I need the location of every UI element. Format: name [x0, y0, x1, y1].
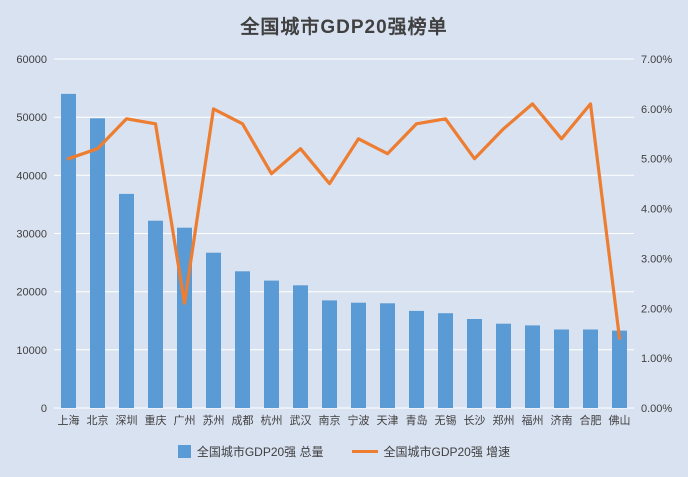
svg-text:福州: 福州 [522, 413, 544, 427]
chart-legend: 全国城市GDP20强 总量 全国城市GDP20强 增速 [0, 443, 688, 460]
gridlines [54, 58, 634, 409]
svg-text:长沙: 长沙 [464, 414, 486, 427]
legend-label-total: 全国城市GDP20强 总量 [196, 445, 324, 459]
category-axis-labels: 上海 北京 深圳 重庆 广州 苏州 成都 杭州 武汉 南京 宁波 天津 青岛 无锡 长沙 郑州 福州 济南 合肥 佛山 [58, 413, 631, 427]
line-series-swatch-icon [351, 450, 378, 453]
svg-text:7.00%: 7.00% [641, 54, 672, 66]
svg-text:1.00%: 1.00% [641, 353, 672, 365]
legend-item-total: 全国城市GDP20强 总量 [177, 443, 324, 460]
svg-text:天津: 天津 [377, 414, 399, 427]
svg-text:20000: 20000 [16, 287, 47, 299]
svg-text:济南: 济南 [551, 413, 573, 427]
svg-text:苏州: 苏州 [203, 414, 225, 427]
svg-text:2.00%: 2.00% [641, 303, 672, 315]
svg-text:成都: 成都 [232, 414, 254, 427]
legend-label-growth: 全国城市GDP20强 增速 [383, 445, 511, 459]
svg-text:无锡: 无锡 [435, 413, 457, 427]
svg-text:5.00%: 5.00% [641, 154, 672, 166]
left-axis-labels: 0 10000 20000 30000 40000 50000 60000 [16, 54, 47, 415]
svg-text:30000: 30000 [16, 229, 47, 241]
svg-text:60000: 60000 [16, 54, 47, 66]
svg-text:40000: 40000 [16, 170, 47, 182]
svg-text:4.00%: 4.00% [641, 204, 672, 216]
bar-series-swatch-icon [177, 445, 191, 458]
svg-text:南京: 南京 [319, 413, 341, 427]
svg-text:杭州: 杭州 [261, 413, 283, 427]
svg-text:郑州: 郑州 [493, 413, 515, 427]
right-axis-labels: 0.00% 1.00% 2.00% 3.00% 4.00% 5.00% 6.00% 7.00% [641, 54, 672, 415]
svg-text:上海: 上海 [58, 413, 80, 427]
svg-text:广州: 广州 [174, 414, 196, 427]
svg-text:6.00%: 6.00% [641, 104, 672, 116]
svg-text:0.00%: 0.00% [641, 403, 672, 415]
bar-series [61, 93, 627, 409]
svg-text:北京: 北京 [87, 413, 109, 427]
svg-text:深圳: 深圳 [116, 414, 138, 427]
svg-text:佛山: 佛山 [609, 414, 631, 427]
svg-text:武汉: 武汉 [290, 414, 312, 427]
svg-text:重庆: 重庆 [145, 413, 167, 427]
svg-text:10000: 10000 [16, 345, 47, 357]
line-series [66, 102, 622, 340]
chart-title: 全国城市GDP20强榜单 [240, 17, 448, 38]
svg-text:青岛: 青岛 [406, 413, 428, 427]
svg-text:合肥: 合肥 [580, 413, 602, 427]
svg-text:50000: 50000 [16, 112, 47, 124]
svg-text:0: 0 [41, 403, 47, 415]
svg-text:宁波: 宁波 [348, 413, 370, 427]
legend-item-growth: 全国城市GDP20强 增速 [351, 443, 511, 460]
svg-text:3.00%: 3.00% [641, 253, 672, 265]
